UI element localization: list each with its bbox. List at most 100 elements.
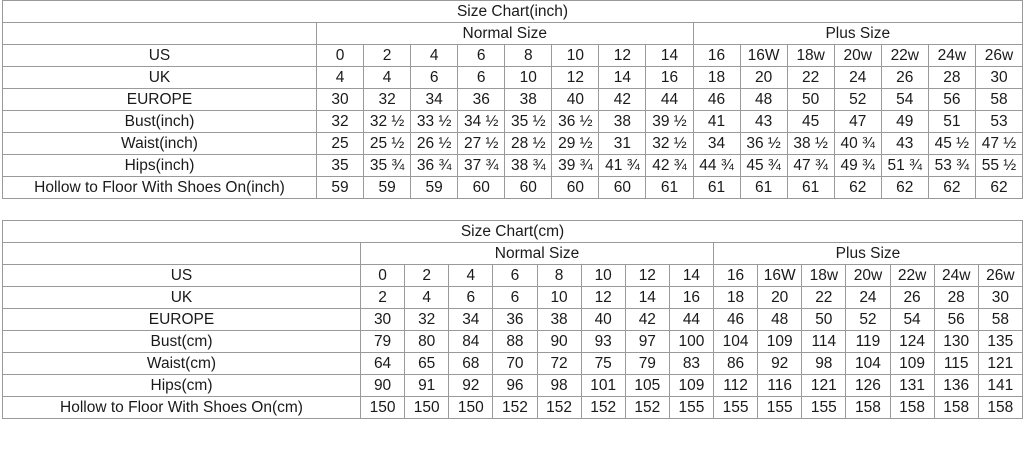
row-label: EUROPE [2, 308, 361, 331]
table-row: Hips(cm) 90 91 92 96 98 101 105 109 112 116 121 126 1… [2, 374, 1023, 397]
data-cell: 90 [359, 374, 406, 397]
data-cell: 22 [786, 66, 835, 89]
data-cell: 38 [598, 110, 647, 133]
data-cell: 68 [448, 352, 494, 375]
data-cell: 61 [786, 176, 835, 199]
data-cell: 58 [974, 88, 1024, 111]
data-cell: 36 ¾ [410, 154, 459, 177]
data-cell: 30 [315, 88, 365, 111]
data-cell: 12 [598, 44, 647, 67]
data-cell: 54 [880, 88, 929, 111]
data-cell: 6 [492, 286, 538, 309]
data-cell: 47 [833, 110, 882, 133]
data-cell: 10 [536, 286, 582, 309]
row-label: US [2, 264, 361, 287]
data-cell: 96 [492, 374, 538, 397]
data-cell: 80 [404, 330, 450, 353]
data-cell: 38 ¾ [504, 154, 553, 177]
row-label: Waist(inch) [2, 132, 317, 155]
row-label: Hollow to Floor With Shoes On(inch) [2, 176, 317, 199]
data-cell: 45 [786, 110, 835, 133]
data-cell: 79 [359, 330, 406, 353]
table-row: UK 4 4 6 6 10 12 14 16 18 20 22 24 26 28 30 [2, 66, 1024, 89]
data-cell: 42 [624, 308, 670, 331]
data-cell: 47 ½ [974, 132, 1024, 155]
data-cell: 34 ½ [457, 110, 506, 133]
data-cell: 26w [974, 44, 1024, 67]
table-title: Size Chart(cm) [2, 220, 1023, 243]
row-label: Hips(inch) [2, 154, 317, 177]
data-cell: 42 ¾ [645, 154, 694, 177]
data-cell: 0 [359, 264, 406, 287]
data-cell: 35 ½ [504, 110, 553, 133]
data-cell: 24w [927, 44, 976, 67]
data-cell: 36 ½ [551, 110, 600, 133]
size-chart-inch-table: Size Chart(inch) Normal Size Plus Size US 0 2… [1, 0, 1024, 199]
data-cell: 121 [801, 374, 847, 397]
data-cell: 16W [757, 264, 803, 287]
data-cell: 0 [315, 44, 365, 67]
data-cell: 40 [580, 308, 626, 331]
table-title-row: Size Chart(cm) [2, 220, 1023, 243]
data-cell: 18 [712, 286, 759, 309]
data-cell: 24 [845, 286, 891, 309]
data-cell: 136 [933, 374, 979, 397]
data-cell: 32 ½ [645, 132, 694, 155]
row-label: UK [2, 286, 361, 309]
data-cell: 50 [786, 88, 835, 111]
table-row: Hollow to Floor With Shoes On(inch) 59 59 5… [2, 176, 1024, 199]
row-label: EUROPE [2, 88, 317, 111]
data-cell: 38 ½ [786, 132, 835, 155]
data-cell: 116 [757, 374, 803, 397]
data-cell: 14 [645, 44, 694, 67]
row-label: Bust(inch) [2, 110, 317, 133]
data-cell: 31 [598, 132, 647, 155]
table-title: Size Chart(inch) [1, 0, 1024, 23]
data-cell: 100 [668, 330, 715, 353]
data-cell: 30 [974, 66, 1024, 89]
data-cell: 38 [504, 88, 553, 111]
data-cell: 150 [448, 396, 494, 419]
data-cell: 56 [927, 88, 976, 111]
data-cell: 83 [668, 352, 715, 375]
data-cell: 46 [712, 308, 759, 331]
data-cell: 60 [551, 176, 600, 199]
data-cell: 51 ¾ [880, 154, 929, 177]
data-cell: 60 [598, 176, 647, 199]
data-cell: 4 [404, 286, 450, 309]
data-cell: 86 [712, 352, 759, 375]
table-row: EUROPE 30 32 34 36 38 40 42 44 46 48 50 52 54 56 58 [2, 88, 1024, 111]
data-cell: 24w [933, 264, 979, 287]
data-cell: 20w [845, 264, 891, 287]
data-cell: 104 [712, 330, 759, 353]
row-label: Bust(cm) [2, 330, 361, 353]
table-row: Bust(cm) 79 80 84 88 90 93 97 100 104 109 114 119 124… [2, 330, 1023, 353]
data-cell: 60 [504, 176, 553, 199]
data-cell: 59 [315, 176, 365, 199]
data-cell: 158 [845, 396, 891, 419]
data-cell: 20 [739, 66, 788, 89]
data-cell: 30 [359, 308, 406, 331]
data-cell: 58 [977, 308, 1023, 331]
data-cell: 48 [757, 308, 803, 331]
data-cell: 91 [404, 374, 450, 397]
size-chart-stack: Size Chart(inch) Normal Size Plus Size US 0 2… [0, 0, 1024, 419]
data-cell: 114 [801, 330, 847, 353]
data-cell: 16 [645, 66, 694, 89]
data-cell: 28 [933, 286, 979, 309]
data-cell: 26w [977, 264, 1023, 287]
data-cell: 34 [692, 132, 741, 155]
data-cell: 6 [448, 286, 494, 309]
data-cell: 70 [492, 352, 538, 375]
data-cell: 40 ¾ [833, 132, 882, 155]
data-cell: 33 ½ [410, 110, 459, 133]
data-cell: 22 [801, 286, 847, 309]
data-cell: 10 [504, 66, 553, 89]
data-cell: 22w [889, 264, 935, 287]
data-cell: 27 ½ [457, 132, 506, 155]
data-cell: 109 [757, 330, 803, 353]
data-cell: 150 [359, 396, 406, 419]
data-cell: 150 [404, 396, 450, 419]
data-cell: 32 ½ [363, 110, 412, 133]
